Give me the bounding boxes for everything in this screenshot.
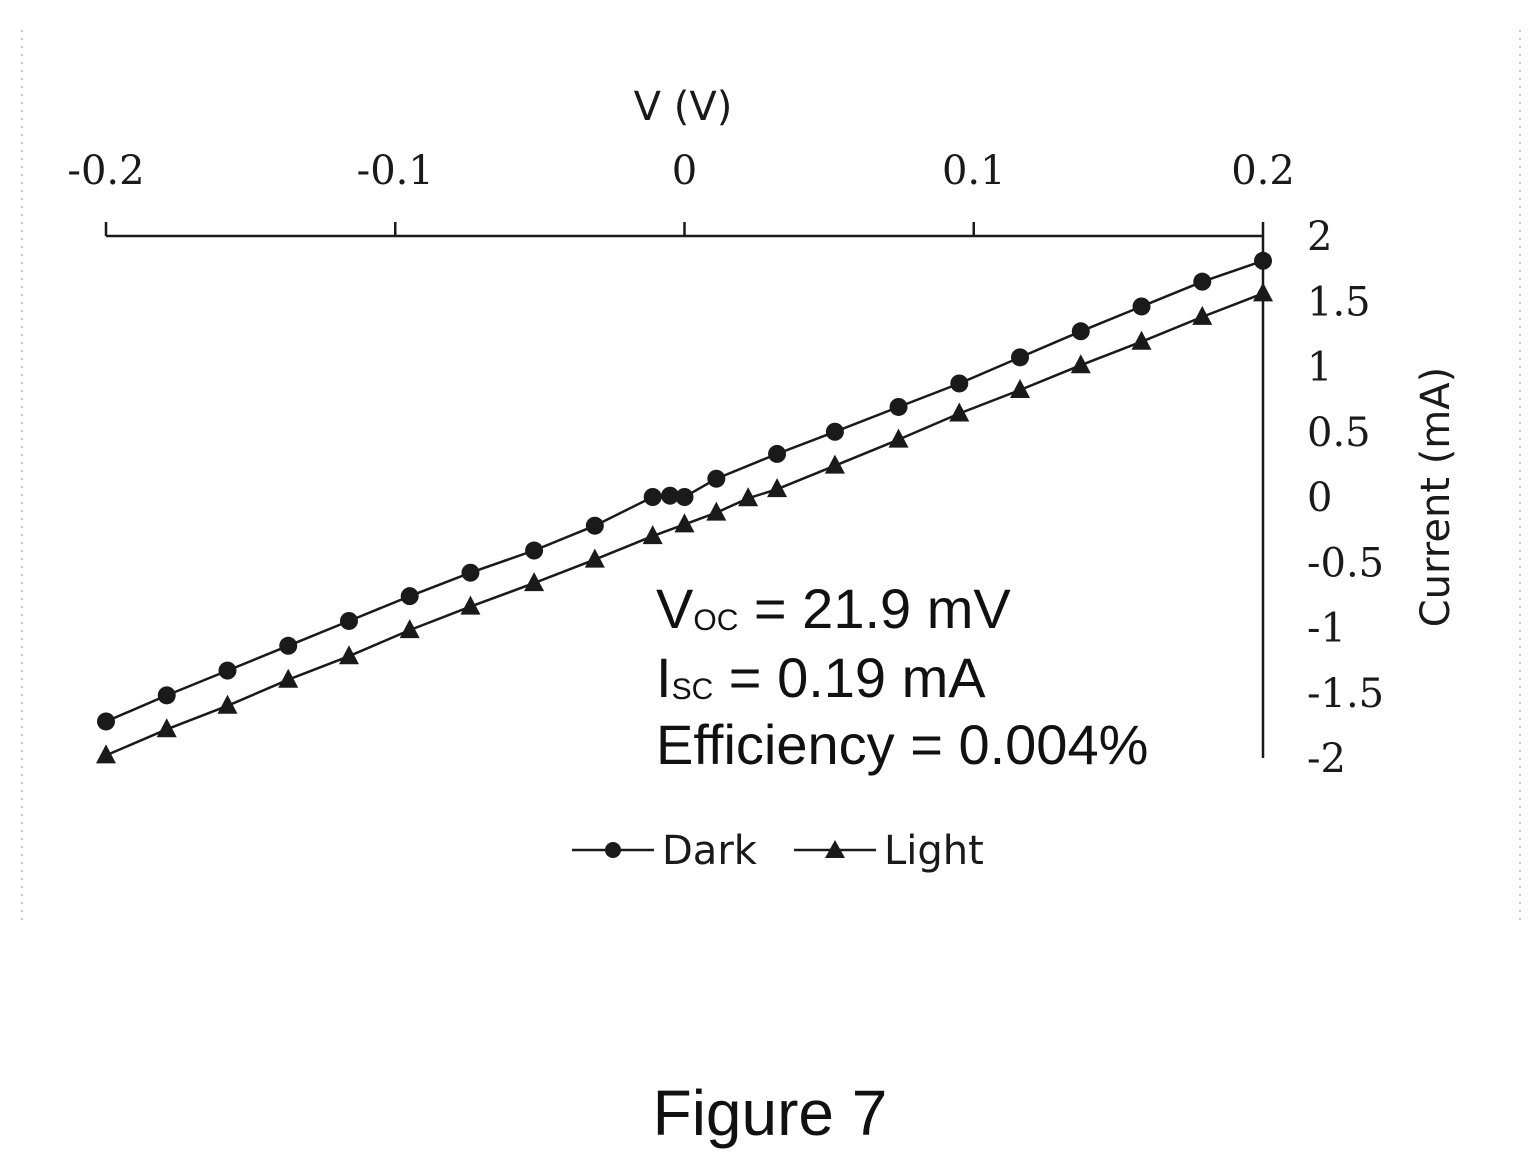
y-tick-label: -1	[1307, 606, 1346, 652]
data-point-light	[1070, 354, 1091, 374]
data-point-dark	[1011, 348, 1030, 367]
data-point-light	[738, 487, 759, 507]
data-point-light	[460, 595, 481, 615]
data-point-light	[96, 744, 116, 764]
data-point-dark	[585, 516, 604, 535]
data-point-dark	[339, 611, 358, 630]
data-point-light	[949, 402, 970, 422]
data-point-dark	[218, 661, 237, 680]
data-point-dark	[525, 541, 544, 560]
data-point-light	[1192, 305, 1213, 325]
data-point-light	[767, 478, 788, 498]
data-point-dark	[643, 488, 662, 506]
data-point-dark	[675, 488, 694, 506]
y-tick-label: 2	[1307, 214, 1332, 260]
data-point-light	[642, 525, 663, 545]
data-point-dark	[1193, 272, 1212, 291]
y-tick-label: -2	[1307, 736, 1346, 782]
x-tick-label: -0.2	[67, 148, 144, 194]
data-point-light	[584, 548, 605, 568]
data-point-light	[524, 572, 545, 592]
x-tick-label: 0	[672, 148, 697, 194]
data-point-light	[156, 718, 177, 738]
data-point-dark	[889, 397, 908, 416]
y-tick-label: 1	[1307, 345, 1332, 391]
data-point-dark	[400, 587, 419, 606]
data-point-light	[1253, 282, 1273, 302]
x-tick-label: -0.1	[357, 148, 434, 194]
legend-label-dark: Dark	[662, 828, 758, 874]
y-tick-label: 0	[1307, 475, 1332, 521]
data-point-dark	[1071, 322, 1090, 341]
x-tick-label: 0.2	[1231, 148, 1295, 194]
data-point-light	[217, 694, 238, 714]
y-tick-label: -1.5	[1307, 671, 1384, 717]
data-point-dark	[461, 563, 480, 582]
series-light	[96, 282, 1273, 764]
data-point-light	[824, 454, 845, 474]
data-point-dark	[1132, 297, 1151, 316]
data-point-light	[338, 645, 359, 665]
data-point-dark	[279, 636, 298, 655]
data-point-light	[674, 513, 695, 533]
data-point-light	[888, 428, 909, 448]
x-axis-title: V (V)	[634, 84, 733, 130]
data-point-light	[399, 619, 420, 639]
data-point-dark	[707, 469, 726, 488]
data-point-dark	[768, 444, 787, 463]
y-axis: 2 1.5 1 0.5 0 -0.5 -1 -1.5 -2 Current (mA)	[1261, 214, 1459, 782]
y-tick-label: -0.5	[1307, 540, 1384, 586]
legend-item-light: Light	[794, 828, 984, 874]
series-line-light	[105, 292, 1264, 757]
series-dark	[97, 251, 1272, 731]
annotation-voc: VOC = 21.9 mV	[656, 577, 1011, 640]
x-tick-label: 0.1	[942, 148, 1006, 194]
x-axis: -0.2 -0.1 0 0.1 0.2 V (V)	[67, 84, 1295, 238]
legend: Dark Light	[572, 828, 984, 874]
annotation-efficiency: Efficiency = 0.004%	[656, 713, 1148, 776]
legend-label-light: Light	[884, 828, 984, 874]
data-point-dark	[97, 712, 115, 731]
legend-marker-triangle	[825, 840, 845, 858]
data-point-light	[706, 501, 727, 521]
data-point-dark	[1254, 251, 1272, 270]
data-point-dark	[661, 486, 680, 505]
y-tick-label: 0.5	[1307, 410, 1371, 456]
y-axis-title: Current (mA)	[1413, 367, 1459, 628]
legend-marker-circle	[605, 842, 621, 858]
data-point-dark	[825, 422, 844, 441]
y-tick-label: 1.5	[1307, 279, 1371, 325]
figure-caption: Figure 7	[653, 1077, 888, 1149]
data-point-light	[278, 668, 299, 688]
data-point-dark	[157, 686, 176, 705]
annotation-block: VOC = 21.9 mV ISC = 0.19 mA Efficiency =…	[656, 577, 1148, 776]
annotation-isc: ISC = 0.19 mA	[656, 646, 986, 709]
legend-item-dark: Dark	[572, 828, 758, 874]
chart-area-border	[21, 30, 1521, 920]
data-point-dark	[950, 374, 969, 393]
data-point-light	[1131, 330, 1152, 350]
data-point-light	[1010, 378, 1031, 398]
